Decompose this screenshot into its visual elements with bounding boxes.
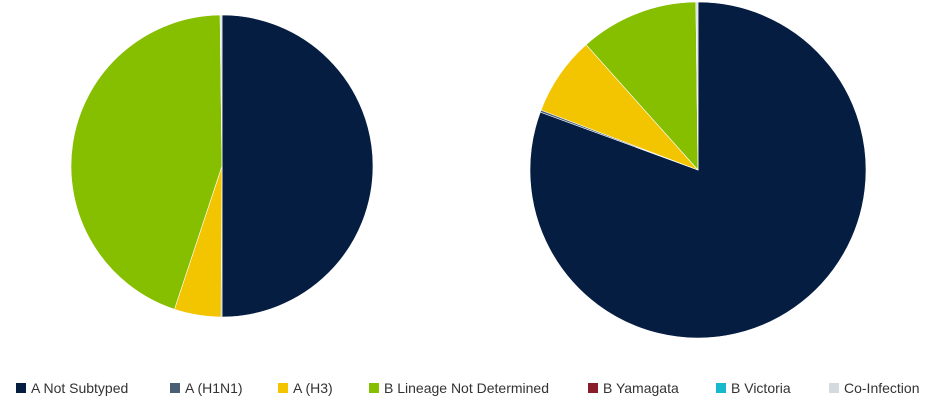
legend-swatch bbox=[170, 383, 180, 393]
legend-swatch bbox=[16, 383, 26, 393]
legend-item-a-not-subtyped[interactable]: A Not Subtyped bbox=[16, 380, 128, 396]
legend-swatch bbox=[716, 383, 726, 393]
legend: A Not Subtyped A (H1N1) A (H3) B Lineage… bbox=[0, 376, 928, 400]
pie-slice-b-lineage-not-determined[interactable] bbox=[70, 14, 223, 310]
legend-label: B Yamagata bbox=[603, 380, 679, 396]
legend-label: B Lineage Not Determined bbox=[384, 380, 549, 396]
pie-slice-co-infection[interactable] bbox=[695, 1, 699, 171]
pie-slice-co-infection[interactable] bbox=[219, 14, 223, 167]
legend-swatch bbox=[588, 383, 598, 393]
pie-slice-b-lineage-not-determined[interactable] bbox=[585, 1, 699, 171]
pie-charts bbox=[70, 1, 867, 339]
legend-item-b-victoria[interactable]: B Victoria bbox=[716, 380, 791, 396]
legend-item-b-lineage-not-determined[interactable]: B Lineage Not Determined bbox=[369, 380, 549, 396]
legend-item-co-infection[interactable]: Co-Infection bbox=[829, 380, 919, 396]
legend-label: A Not Subtyped bbox=[31, 380, 129, 396]
legend-item-b-yamagata[interactable]: B Yamagata bbox=[588, 380, 679, 396]
pie-chart-left bbox=[70, 14, 374, 318]
legend-swatch bbox=[278, 383, 288, 393]
legend-item-a-h1n1[interactable]: A (H1N1) bbox=[170, 380, 243, 396]
pie-chart-right bbox=[529, 1, 867, 339]
pie-slice-a-not-subtyped[interactable] bbox=[221, 14, 374, 318]
legend-swatch bbox=[829, 383, 839, 393]
legend-swatch bbox=[369, 383, 379, 393]
legend-label: Co-Infection bbox=[844, 380, 920, 396]
legend-label: A (H3) bbox=[293, 380, 333, 396]
legend-item-a-h3[interactable]: A (H3) bbox=[278, 380, 333, 396]
legend-label: B Victoria bbox=[731, 380, 791, 396]
legend-label: A (H1N1) bbox=[185, 380, 243, 396]
